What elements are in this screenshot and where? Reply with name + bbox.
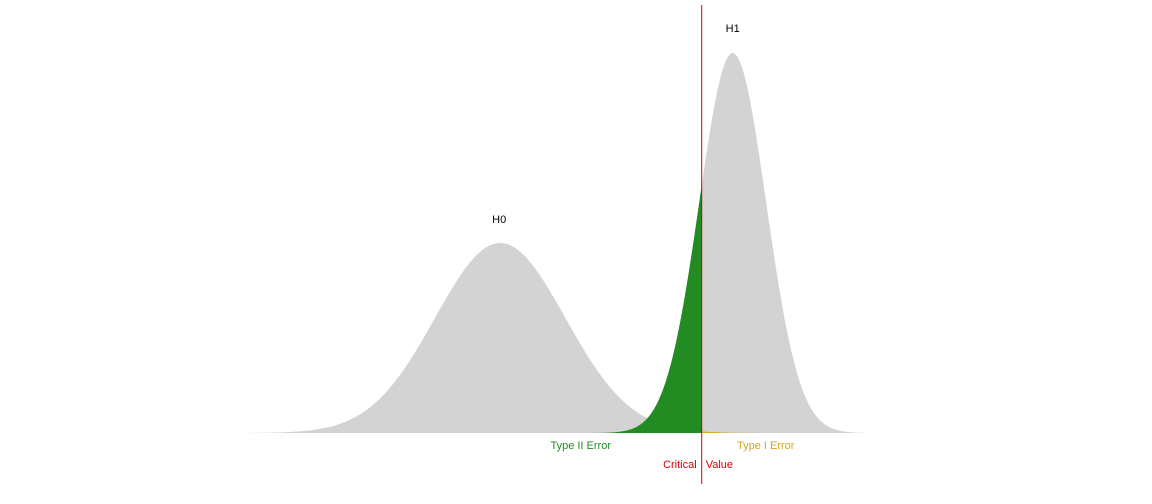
critical-label: Critical (663, 459, 697, 471)
h0-distribution-curve (246, 243, 866, 433)
type-ii-error-label: Type II Error (550, 440, 611, 452)
type-ii-error-region (246, 185, 702, 433)
value-label: Value (706, 459, 733, 471)
h1-label: H1 (726, 23, 740, 35)
h1-distribution-curve (246, 53, 866, 434)
h0-label: H0 (492, 214, 506, 226)
type-i-error-region (701, 431, 866, 433)
type-i-error-label: Type I Error (737, 440, 795, 452)
